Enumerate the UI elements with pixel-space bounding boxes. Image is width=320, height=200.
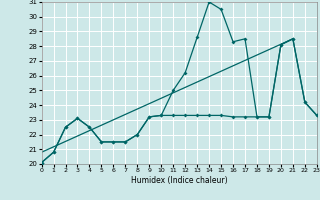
X-axis label: Humidex (Indice chaleur): Humidex (Indice chaleur) — [131, 176, 228, 185]
